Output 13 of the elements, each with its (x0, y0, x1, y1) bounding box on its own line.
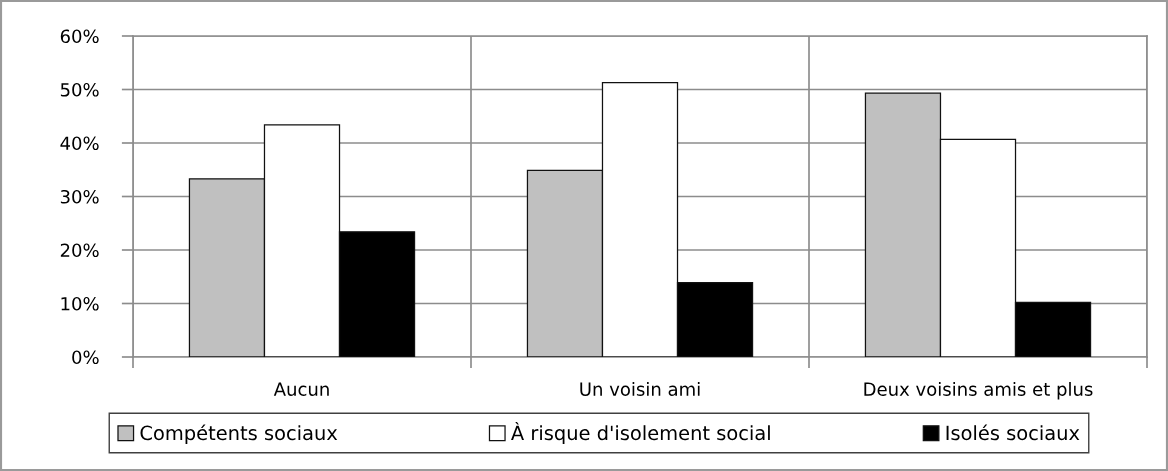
x-tick-label: Deux voisins amis et plus (864, 382, 1093, 400)
y-tick-label: 60% (60, 29, 99, 44)
y-tick-label: 10% (61, 296, 99, 311)
y-tick-label: 40% (60, 136, 99, 151)
legend-label: Compétents sociaux (140, 424, 338, 445)
x-tick-label: Aucun (273, 382, 329, 396)
y-tick-label: 30% (60, 189, 99, 204)
y-tick-label: 20% (60, 243, 99, 258)
y-tick-label: 50% (60, 82, 99, 97)
legend-label: Isolés sociaux (946, 424, 1080, 441)
x-tick-label: Un voisin ami (580, 382, 700, 396)
y-tick-label: 0% (72, 350, 99, 365)
legend-label: À risque d'isolement social (511, 421, 770, 445)
